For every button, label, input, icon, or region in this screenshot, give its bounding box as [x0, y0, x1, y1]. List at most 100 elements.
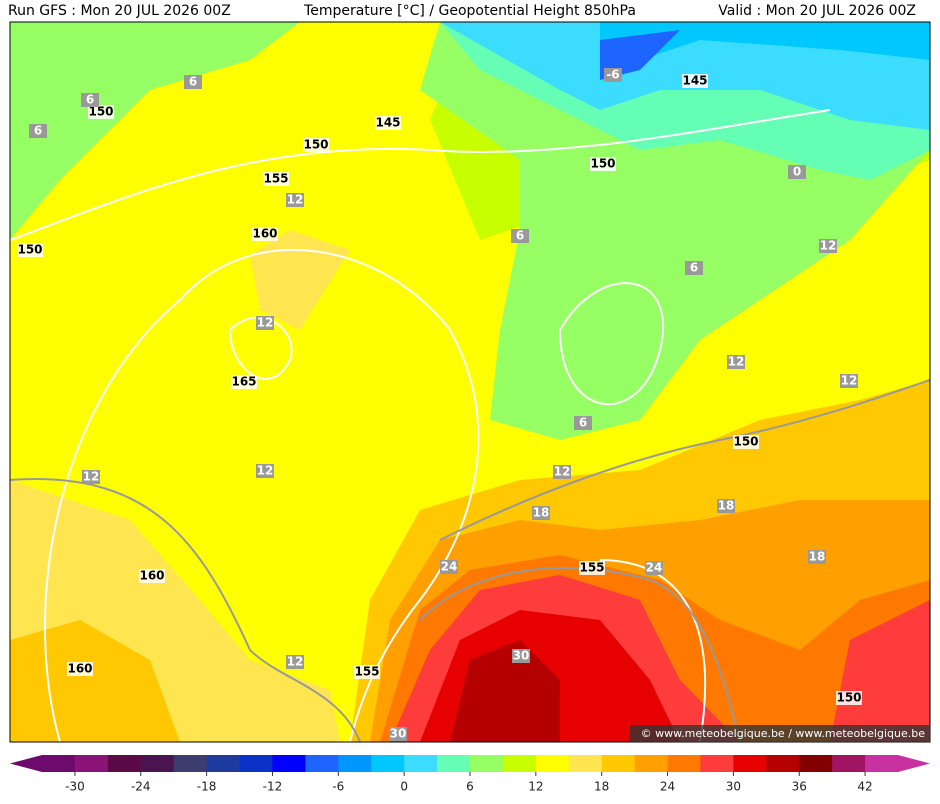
temperature-label: 12	[287, 193, 304, 207]
colorbar-segment	[502, 755, 537, 772]
temperature-label: 12	[841, 374, 858, 388]
colorbar-segment	[667, 755, 701, 772]
height-label-bg	[836, 691, 862, 705]
height-label-bg	[579, 561, 605, 575]
temperature-label-bg	[808, 550, 826, 564]
height-label-bg	[17, 243, 43, 257]
temperature-label-bg	[604, 68, 622, 82]
temperature-label: 12	[554, 465, 571, 479]
height-label-bg	[231, 375, 257, 389]
colorbar-tick-label: 18	[594, 780, 609, 794]
height-label: 160	[252, 227, 277, 241]
temperature-label: 6	[189, 75, 197, 89]
temperature-label-bg	[512, 649, 530, 663]
temperature-label-bg	[286, 655, 304, 669]
temperature-label: 18	[533, 506, 550, 520]
height-label-bg	[263, 172, 289, 186]
temperature-label: 6	[516, 229, 524, 243]
height-label: 150	[17, 243, 42, 257]
colorbar-max-arrow	[898, 755, 930, 772]
temperature-label: 12	[728, 355, 745, 369]
colorbar-segment	[239, 755, 273, 772]
colorbar-segment	[865, 755, 899, 772]
colorbar-segment	[766, 755, 800, 772]
temperature-label-bg	[511, 229, 529, 243]
temperature-label-bg	[256, 464, 274, 478]
colorbar-segment	[437, 755, 471, 772]
colorbar-tick-label: -18	[197, 780, 217, 794]
map-labels: 150 145 150 150 145 155 160 150 165 150 160 155 160 1…	[17, 68, 862, 741]
colorbar-segment	[799, 755, 833, 772]
temperature-label: -6	[606, 68, 619, 82]
temperature-label-bg	[29, 124, 47, 138]
colorbar-segment	[74, 755, 109, 772]
height-label: 160	[67, 662, 92, 676]
temperature-label: 6	[86, 93, 94, 107]
height-label: 145	[375, 116, 400, 130]
height-label-bg	[354, 665, 380, 679]
colorbar-segment	[535, 755, 570, 772]
height-label: 150	[733, 435, 758, 449]
temperature-label: 0	[793, 165, 801, 179]
height-label-bg	[590, 157, 616, 171]
colorbar-segment	[733, 755, 767, 772]
temperature-label: 18	[809, 550, 826, 564]
temperature-label: 12	[83, 470, 100, 484]
colorbar-min-arrow	[10, 755, 42, 772]
map: © www.meteobelgique.be / www.meteobelgiq…	[9, 21, 931, 743]
temperature-label-bg	[553, 465, 571, 479]
colorbar-tick-label: -6	[332, 780, 344, 794]
colorbar-segment	[700, 755, 734, 772]
height-label: 155	[579, 561, 604, 575]
temperature-label: 30	[390, 727, 407, 741]
height-label-bg	[375, 116, 401, 130]
height-label: 150	[303, 138, 328, 152]
height-label-bg	[682, 74, 708, 88]
temperature-label-bg	[727, 355, 745, 369]
temperature-label-bg	[184, 75, 202, 89]
temperature-label: 6	[34, 124, 42, 138]
temperature-label: 18	[718, 499, 735, 513]
height-label-bg	[139, 569, 165, 583]
temperature-label: 24	[646, 561, 663, 575]
colorbar-segment	[140, 755, 175, 772]
colorbar-segment	[305, 755, 339, 772]
colorbar-tick-label: 24	[660, 780, 675, 794]
colorbar-tick-label: -24	[131, 780, 151, 794]
temperature-label: 12	[287, 655, 304, 669]
height-label: 155	[263, 172, 288, 186]
colorbar-tick-label: 12	[528, 780, 543, 794]
height-label-bg	[733, 435, 759, 449]
temperature-label-bg	[389, 727, 407, 741]
colorbar-segment	[601, 755, 636, 772]
temperature-label-bg	[685, 261, 703, 275]
colorbar-tick-label: 6	[466, 780, 474, 794]
colorbar-tick-label: -30	[65, 780, 85, 794]
credit: © www.meteobelgique.be / www.meteobelgiq…	[641, 727, 926, 740]
temperature-label: 12	[257, 464, 274, 478]
temperature-label-bg	[645, 561, 663, 575]
height-label-bg	[303, 138, 329, 152]
colorbar-tick-label: 42	[857, 780, 872, 794]
temperature-label: 24	[441, 560, 458, 574]
temperature-label: 6	[579, 416, 587, 430]
header-center: Temperature [°C] / Geopotential Height 8…	[303, 3, 636, 19]
temperature-label-bg	[440, 560, 458, 574]
colorbar-segment	[338, 755, 372, 772]
temperature-label: 6	[690, 261, 698, 275]
temperature-label-bg	[286, 193, 304, 207]
height-label: 160	[139, 569, 164, 583]
colorbar-segment	[634, 755, 669, 772]
colorbar-segment	[272, 755, 306, 772]
colorbar: -30 -24 -18 -12 -6 0 6 12 18 24 30 36 42	[10, 755, 930, 794]
temperature-label-bg	[819, 239, 837, 253]
temperature-label: 12	[820, 239, 837, 253]
colorbar-segment	[206, 755, 241, 772]
temperature-label: 12	[257, 316, 274, 330]
colorbar-tick-label: -12	[263, 780, 283, 794]
height-label: 150	[88, 105, 113, 119]
temperature-label-bg	[81, 93, 99, 107]
temperature-label-bg	[574, 416, 592, 430]
header-right: Valid : Mon 20 JUL 2026 00Z	[718, 3, 916, 19]
